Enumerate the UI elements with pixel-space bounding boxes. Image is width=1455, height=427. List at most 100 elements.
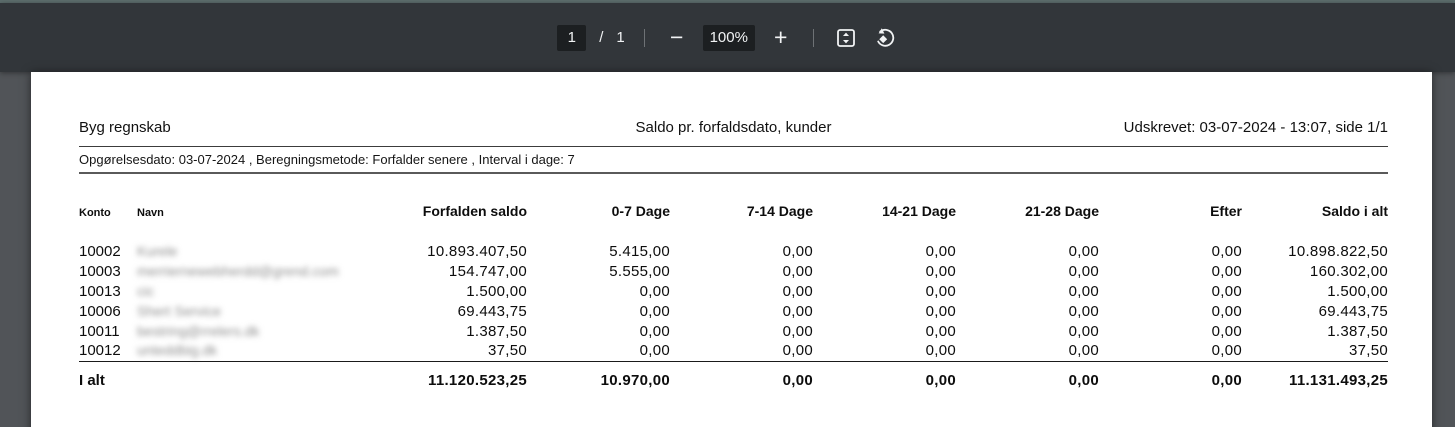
cell-konto: 10006 (79, 302, 121, 320)
cell-navn-redacted: unteddbig.dk (137, 342, 218, 359)
cell-amount: 0,00 (1211, 302, 1242, 320)
report-content: Byg regnskab Saldo pr. forfaldsdato, kun… (31, 72, 1432, 403)
col-header-navn: Navn (137, 207, 164, 219)
cell-amount: 0,00 (1068, 282, 1099, 300)
col-header-forfalden-saldo: Forfalden saldo (422, 203, 527, 219)
cell-amount: 0,00 (639, 342, 670, 360)
cell-navn-redacted: merriernewebherdd@grend.com (137, 262, 339, 279)
cell-konto: 10002 (79, 242, 121, 260)
zoom-in-button[interactable]: + (768, 25, 794, 51)
cell-amount: 0,00 (1068, 322, 1099, 340)
report-header: Byg regnskab Saldo pr. forfaldsdato, kun… (79, 118, 1388, 137)
cell-amount: 0,00 (1211, 282, 1242, 300)
cell-konto: 10011 (79, 322, 120, 340)
table-row: 10012 unteddbig.dk 37,50 0,00 0,00 0,00 … (79, 341, 1388, 361)
rotate-counterclockwise-icon (874, 27, 896, 49)
total-label: I alt (79, 360, 384, 403)
table-row: 10011 bestring@rrelers.dk 1.387,50 0,00 … (79, 321, 1388, 341)
window-top-strip (0, 0, 1455, 3)
table-total-row: I alt 11.120.523,25 10.970,00 0,00 0,00 … (79, 360, 1388, 403)
cell-amount: 0,00 (925, 302, 956, 320)
table-header-row: Konto Navn Forfalden saldo 0-7 Dage 7-14… (79, 174, 1388, 241)
zoom-level-display[interactable]: 100% (702, 24, 755, 51)
cell-amount: 0,00 (782, 262, 813, 280)
toolbar-controls: / 1 − 100% + (557, 24, 898, 51)
zoom-out-button[interactable]: − (664, 25, 690, 51)
toolbar-separator (812, 28, 814, 47)
cell-amount: 0,00 (1068, 342, 1099, 360)
cell-navn-redacted: Kurele (137, 242, 178, 259)
cell-amount: 0,00 (1068, 242, 1099, 260)
report-meta: Opgørelsesdato: 03-07-2024 , Beregningsm… (79, 152, 575, 167)
table-row: 10003 merriernewebherdd@grend.com 154.74… (79, 261, 1388, 281)
cell-amount: 160.302,00 (1309, 262, 1388, 280)
cell-navn-redacted: bestring@rrelers.dk (137, 322, 260, 339)
cell-amount: 0,00 (1211, 262, 1242, 280)
cell-konto: 10003 (79, 262, 121, 280)
cell-amount: 1.387,50 (466, 322, 527, 340)
cell-amount: 0,00 (925, 262, 956, 280)
table-row: 10002 Kurele 10.893.407,50 5.415,00 0,00… (79, 241, 1388, 261)
cell-amount: 0,00 (925, 342, 956, 360)
table-row: 10006 Shert Service 69.443,75 0,00 0,00 … (79, 301, 1388, 321)
page-divider: / (599, 29, 604, 46)
cell-amount: 0,00 (925, 242, 956, 260)
total-amount: 10.970,00 (527, 360, 670, 403)
table-row: 10013 cic 1.500,00 0,00 0,00 0,00 0,00 0… (79, 281, 1388, 301)
header-divider-line (79, 146, 1388, 147)
cell-amount: 10.898.822,50 (1288, 242, 1388, 260)
cell-amount: 0,00 (925, 282, 956, 300)
cell-amount: 1.500,00 (466, 282, 527, 300)
cell-amount: 0,00 (1211, 322, 1242, 340)
pdf-toolbar: / 1 − 100% + (0, 3, 1455, 72)
col-header-konto: Konto (79, 207, 111, 219)
cell-amount: 0,00 (1211, 242, 1242, 260)
col-header-0-7-dage: 0-7 Dage (611, 203, 670, 219)
cell-amount: 0,00 (1068, 262, 1099, 280)
cell-amount: 0,00 (639, 322, 670, 340)
total-amount: 0,00 (956, 360, 1099, 403)
total-amount: 0,00 (670, 360, 813, 403)
total-amount: 11.120.523,25 (384, 360, 527, 403)
cell-amount: 37,50 (1348, 342, 1388, 360)
cell-amount: 69.443,75 (457, 302, 527, 320)
cell-amount: 0,00 (1211, 342, 1242, 360)
report-title: Saldo pr. forfaldsdato, kunder (635, 119, 832, 136)
cell-amount: 69.443,75 (1318, 302, 1388, 320)
cell-amount: 0,00 (639, 282, 670, 300)
col-header-14-21-dage: 14-21 Dage (882, 203, 956, 219)
cell-amount: 0,00 (782, 282, 813, 300)
document-page: Byg regnskab Saldo pr. forfaldsdato, kun… (31, 72, 1432, 427)
page-total: 1 (616, 29, 625, 46)
col-header-7-14-dage: 7-14 Dage (746, 203, 813, 219)
cell-amount: 5.555,00 (609, 262, 670, 280)
company-name: Byg regnskab (79, 119, 171, 136)
cell-amount: 0,00 (782, 242, 813, 260)
cell-amount: 1.387,50 (1327, 322, 1388, 340)
col-header-saldo-i-alt: Saldo i alt (1321, 203, 1388, 219)
toolbar-separator (643, 28, 645, 47)
cell-amount: 0,00 (782, 322, 813, 340)
cell-konto: 10013 (79, 282, 121, 300)
meta-divider-line (79, 172, 1388, 174)
cell-navn-redacted: cic (137, 282, 155, 299)
cell-navn-redacted: Shert Service (137, 302, 222, 319)
cell-amount: 0,00 (782, 342, 813, 360)
total-amount: 0,00 (813, 360, 956, 403)
fit-to-page-button[interactable] (833, 25, 859, 51)
cell-konto: 10012 (79, 342, 121, 360)
cell-amount: 5.415,00 (609, 242, 670, 260)
cell-amount: 0,00 (782, 302, 813, 320)
cell-amount: 1.500,00 (1327, 282, 1388, 300)
balance-table: Konto Navn Forfalden saldo 0-7 Dage 7-14… (79, 174, 1388, 403)
rotate-counterclockwise-button[interactable] (872, 25, 898, 51)
cell-amount: 0,00 (1068, 302, 1099, 320)
cell-amount: 37,50 (487, 342, 527, 360)
col-header-efter: Efter (1210, 203, 1242, 219)
col-header-21-28-dage: 21-28 Dage (1025, 203, 1099, 219)
fit-to-page-icon (835, 27, 857, 49)
page-number-input[interactable] (557, 24, 587, 51)
cell-amount: 154.747,00 (448, 262, 527, 280)
printed-info: Udskrevet: 03-07-2024 - 13:07, side 1/1 (1123, 119, 1388, 136)
